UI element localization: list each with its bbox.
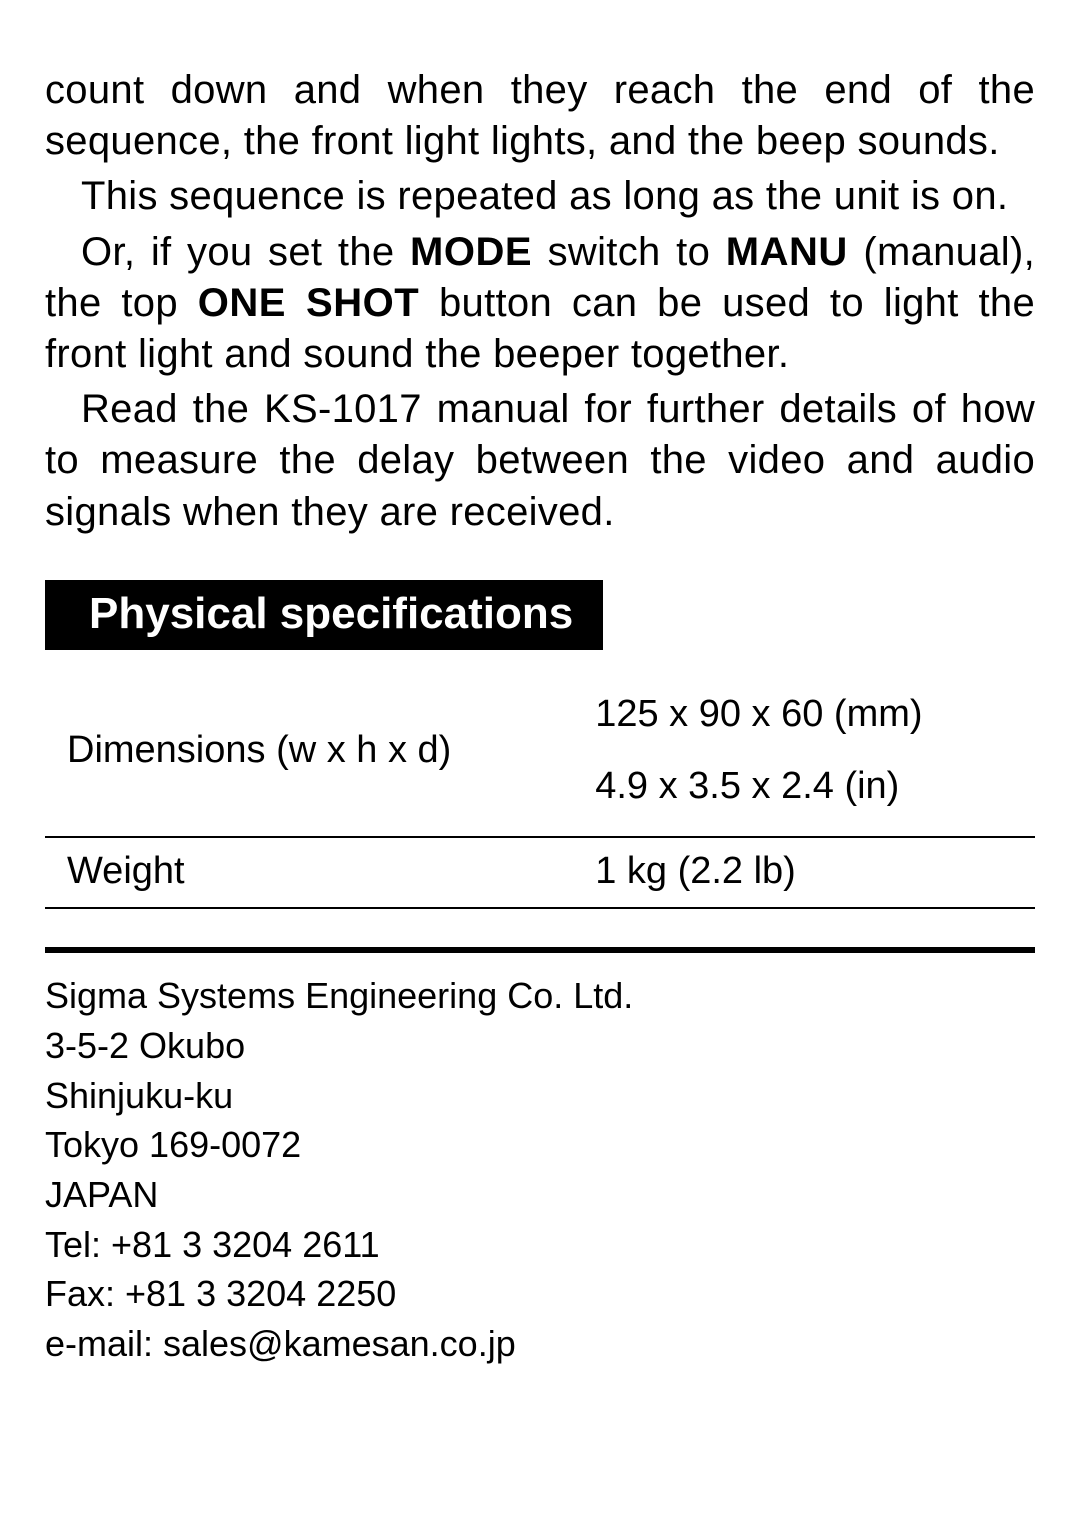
footer-line: Fax: +81 3 3204 2250 (45, 1269, 1035, 1319)
footer-line: Sigma Systems Engineering Co. Ltd. (45, 971, 1035, 1021)
footer-block: Sigma Systems Engineering Co. Ltd. 3-5-2… (45, 971, 1035, 1368)
text-run: Or, if you set the (81, 230, 410, 274)
spec-value-mm: 125 x 90 x 60 (mm) (595, 678, 1029, 750)
paragraph-2: This sequence is repeated as long as the… (45, 171, 1035, 222)
footer-line: 3-5-2 Okubo (45, 1021, 1035, 1071)
one-shot-label: ONE SHOT (198, 281, 419, 325)
table-row: Dimensions (w x h x d) 125 x 90 x 60 (mm… (45, 670, 1035, 837)
document-page: count down and when they reach the end o… (0, 0, 1080, 1527)
text-run: switch to (532, 230, 726, 274)
mode-label: MODE (410, 230, 532, 274)
footer-separator (45, 947, 1035, 953)
section-heading: Physical specifications (45, 580, 603, 650)
spec-value-weight: 1 kg (2.2 lb) (585, 837, 1035, 908)
paragraph-3: Or, if you set the MODE switch to MANU (… (45, 227, 1035, 381)
spec-value-dimensions: 125 x 90 x 60 (mm) 4.9 x 3.5 x 2.4 (in) (585, 670, 1035, 837)
spec-value-in: 4.9 x 3.5 x 2.4 (in) (595, 750, 1029, 822)
paragraph-4: Read the KS-1017 manual for further deta… (45, 384, 1035, 538)
spec-label-dimensions: Dimensions (w x h x d) (45, 670, 585, 837)
section-heading-wrap: Physical specifications (45, 542, 1035, 670)
spec-label-weight: Weight (45, 837, 585, 908)
spec-table: Dimensions (w x h x d) 125 x 90 x 60 (mm… (45, 670, 1035, 909)
table-row: Weight 1 kg (2.2 lb) (45, 837, 1035, 908)
footer-line: Tokyo 169-0072 (45, 1120, 1035, 1170)
footer-line: Tel: +81 3 3204 2611 (45, 1220, 1035, 1270)
body-text-block: count down and when they reach the end o… (45, 65, 1035, 538)
footer-line: JAPAN (45, 1170, 1035, 1220)
footer-line: Shinjuku-ku (45, 1071, 1035, 1121)
paragraph-1: count down and when they reach the end o… (45, 65, 1035, 167)
manu-label: MANU (726, 230, 848, 274)
footer-line: e-mail: sales@kamesan.co.jp (45, 1319, 1035, 1369)
